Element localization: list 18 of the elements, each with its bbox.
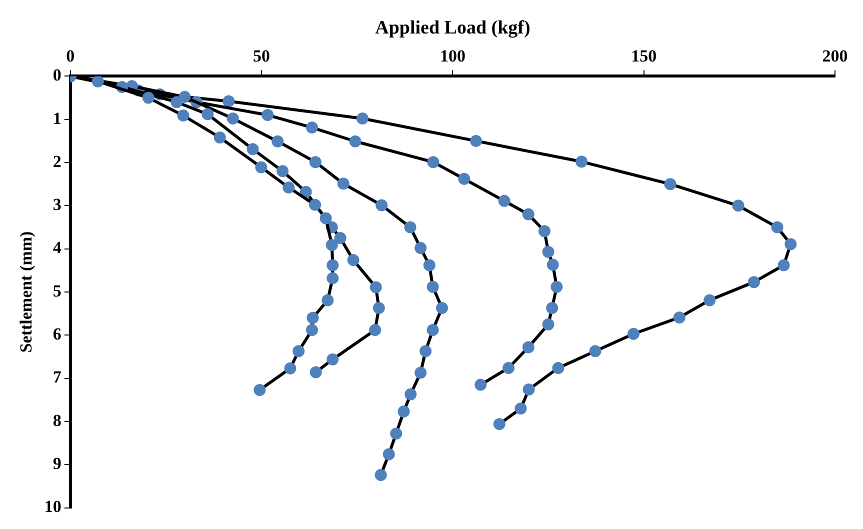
x-tick-label: 100 [440, 46, 466, 66]
y-tick-label: 9 [52, 454, 62, 474]
y-tick-label: 5 [52, 281, 62, 300]
y-tick-label: 8 [52, 410, 62, 430]
y-tick-label: 10 [44, 497, 62, 516]
y-tick-label: 6 [52, 324, 62, 344]
x-axis-title: Applied Load (kgf) [375, 17, 530, 38]
x-tick-label: 200 [822, 46, 848, 66]
x-tick-label: 150 [631, 46, 657, 66]
y-tick-label: 7 [52, 368, 62, 387]
y-tick-label: 0 [52, 66, 62, 85]
y-tick-label: 1 [52, 108, 62, 128]
y-tick-label: 2 [52, 152, 62, 171]
y-axis-title: Settlement (mm) [16, 231, 36, 353]
y-tick-label: 3 [52, 195, 62, 214]
x-tick-label: 0 [66, 46, 75, 66]
y-tick-label: 4 [52, 238, 62, 258]
x-tick-label: 50 [253, 46, 270, 66]
